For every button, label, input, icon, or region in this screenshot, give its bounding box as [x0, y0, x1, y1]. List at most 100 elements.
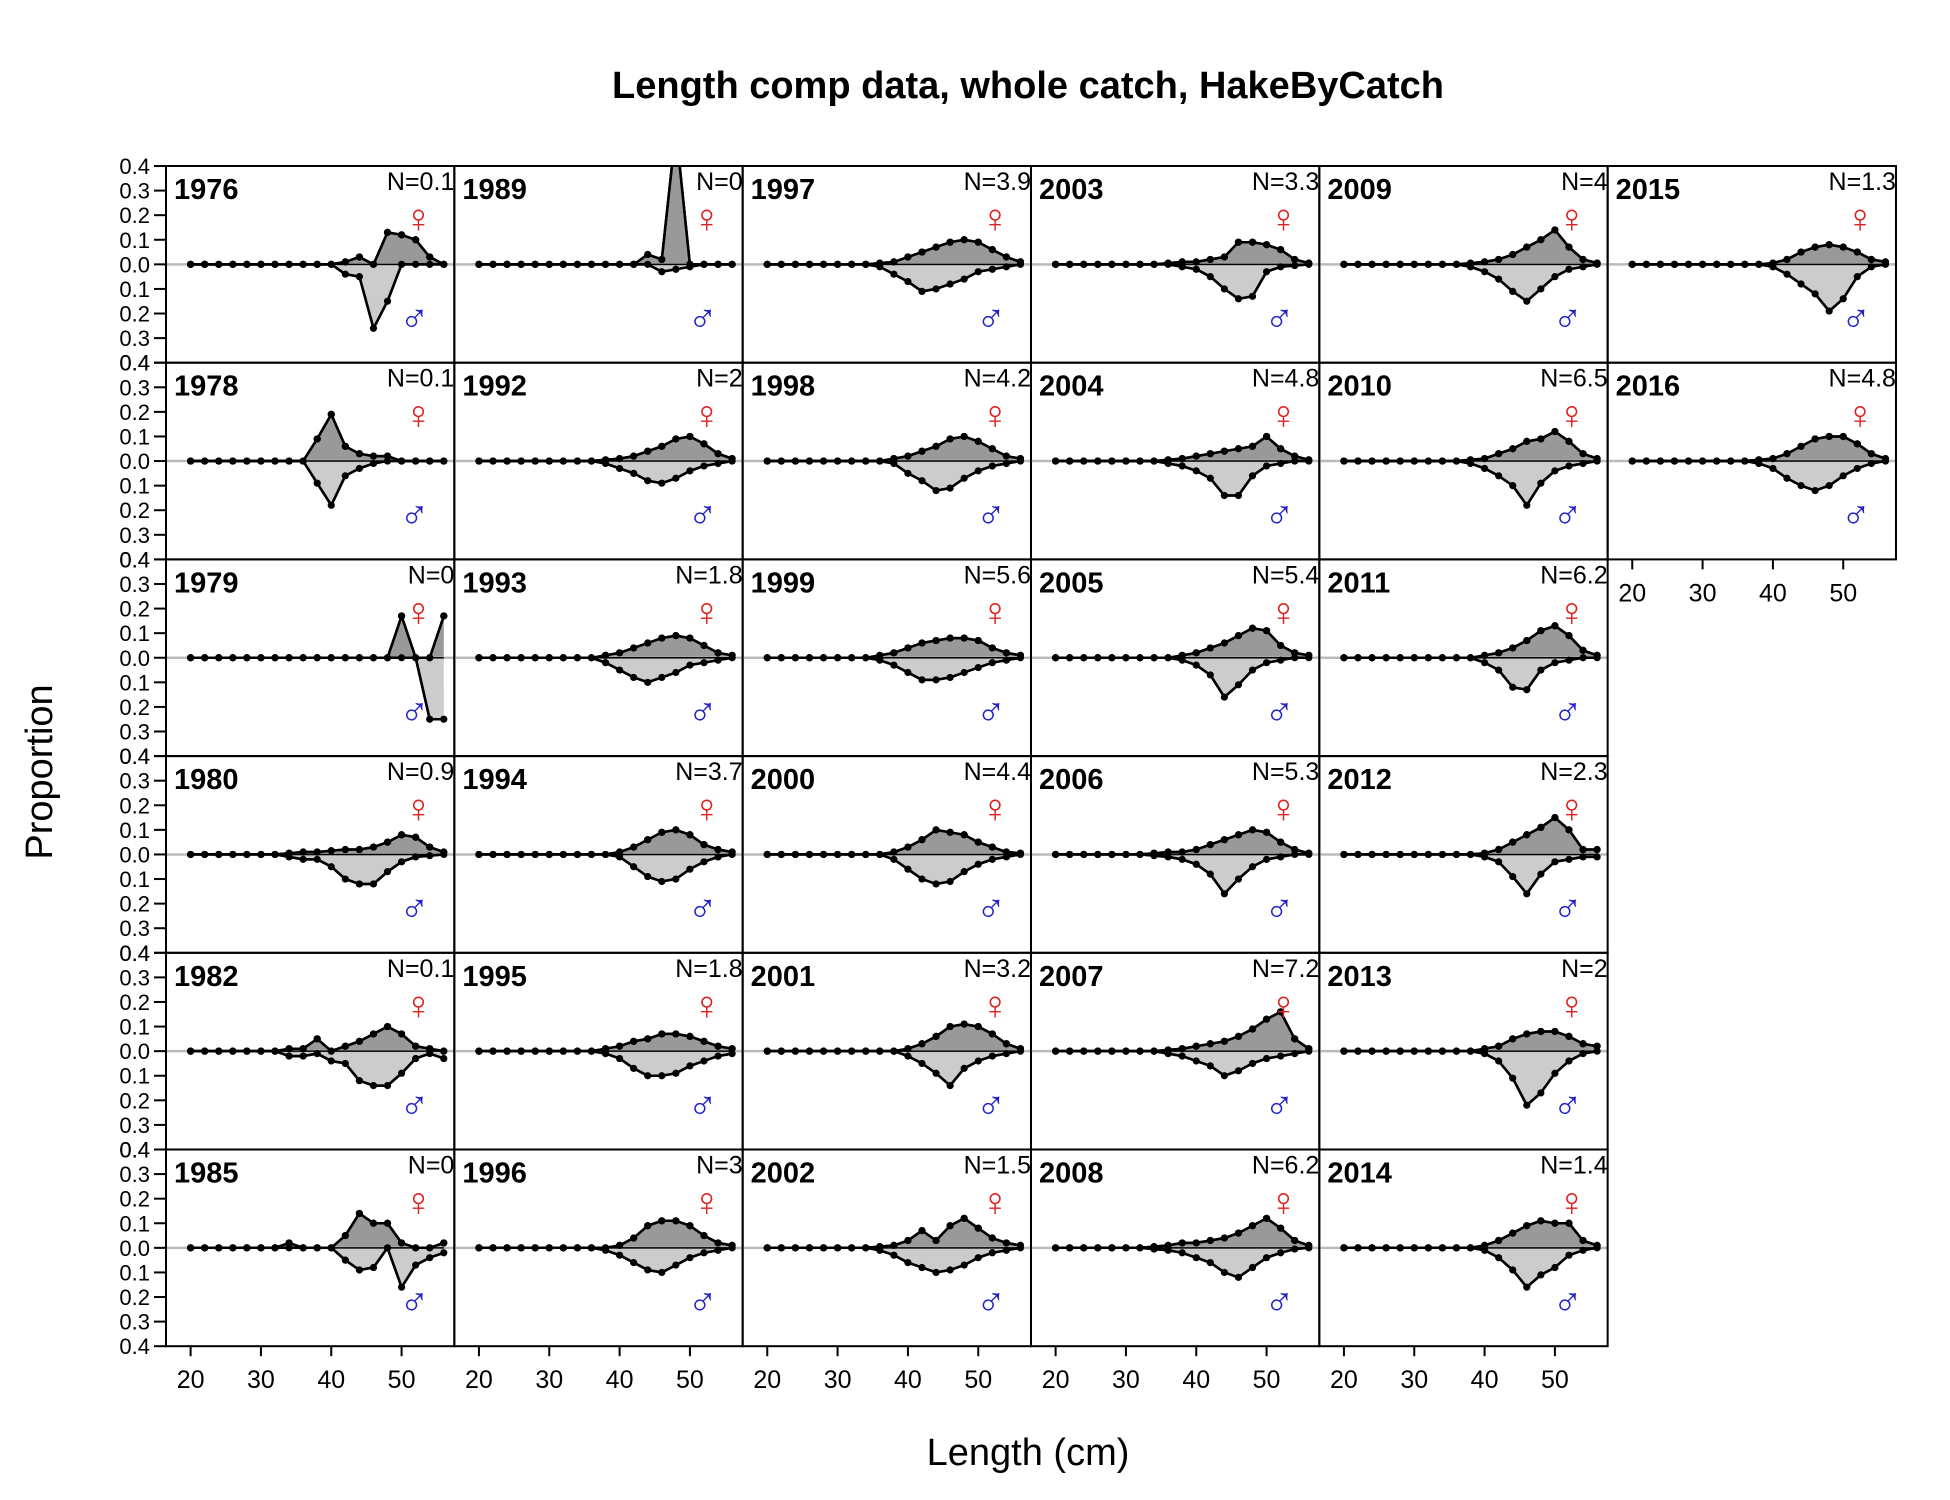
panel-2008: ♀ ♂ 2008 N=6.2 20 30 40 50: [1029, 1148, 1321, 1394]
male-area: [478, 1051, 733, 1076]
female-symbol: ♀: [1557, 590, 1587, 634]
female-point-top: [686, 634, 694, 642]
female-point-top: [805, 654, 814, 662]
female-point-top: [1052, 654, 1060, 662]
female-point-top: [630, 1234, 638, 1242]
female-point-top: [1192, 1239, 1200, 1247]
male-symbol: ♂: [399, 1084, 429, 1128]
female-point-top: [728, 1241, 736, 1249]
male-point: [1192, 661, 1200, 669]
male-area: [478, 854, 733, 882]
female-point-top: [1495, 1236, 1503, 1245]
panel-1992: ♀ ♂ 1992 N=2: [453, 361, 744, 561]
female-point-top: [890, 1241, 898, 1249]
x-tick-label: 50: [1829, 579, 1857, 607]
female-area: [767, 829, 1021, 855]
female-point-top: [341, 845, 349, 854]
female-area: [478, 1220, 733, 1248]
y-tick-label: 0.1: [119, 670, 150, 695]
x-tick-label: 30: [1400, 1366, 1428, 1394]
female-point-top: [615, 1042, 624, 1050]
female-point-top: [1164, 654, 1172, 662]
male-point: [369, 459, 378, 468]
female-point-top: [763, 457, 771, 465]
female-point-top: [714, 649, 722, 657]
female-point-top: [587, 654, 596, 662]
female-point-top: [974, 636, 982, 645]
male-point: [1277, 1052, 1285, 1060]
female-symbol: ♀: [1268, 1181, 1298, 1225]
female-point-top: [1382, 1047, 1390, 1055]
male-symbol: ♂: [399, 690, 429, 734]
male-point: [341, 1256, 349, 1264]
male-point: [1551, 273, 1559, 281]
female-point-top: [777, 260, 785, 268]
y-tick-label: 0.4: [119, 941, 150, 966]
male-point: [355, 464, 363, 473]
male-point: [369, 324, 378, 332]
male-point: [412, 260, 420, 268]
female-point-top: [1551, 1027, 1559, 1036]
female-point-top: [1066, 654, 1074, 662]
female-point-top: [918, 1040, 926, 1048]
x-tick-label: 30: [247, 1366, 275, 1394]
female-point-top: [573, 850, 581, 859]
male-point: [440, 1054, 448, 1063]
y-tick-label: 0.4: [119, 941, 150, 966]
male-point: [426, 260, 434, 268]
female-point-top: [1291, 845, 1299, 854]
female-point-top: [1480, 1241, 1489, 1249]
female-point-top: [1410, 1244, 1418, 1252]
female-symbol: ♀: [980, 787, 1010, 831]
female-point-top: [1853, 440, 1861, 448]
panel-2010: ♀ ♂ 2010 N=6.5: [1318, 361, 1609, 561]
panel-border: [1318, 1148, 1609, 1348]
female-point-top: [369, 1219, 378, 1227]
male-point: [644, 1266, 652, 1274]
male-point: [1853, 273, 1861, 281]
female-point-top: [243, 457, 251, 465]
female-point-top: [1052, 1244, 1060, 1252]
female-point-top: [601, 456, 610, 464]
y-tick-label: 0.3: [119, 769, 150, 794]
panel-n-label: N=5.4: [1252, 561, 1320, 589]
female-point-top: [327, 260, 335, 268]
panel-year-label: 1976: [174, 174, 239, 206]
male-point: [1495, 858, 1503, 866]
x-tick-label: 40: [1759, 579, 1787, 607]
female-point-top: [397, 612, 406, 620]
female-area: [1055, 1218, 1309, 1248]
y-tick-label: 0.4: [119, 351, 150, 376]
female-point-top: [1438, 260, 1446, 268]
female-point-top: [440, 848, 448, 856]
female-point-top: [833, 850, 842, 859]
female-point-top: [215, 1244, 223, 1252]
x-tick-label: 40: [606, 1366, 634, 1394]
female-point-top: [862, 457, 870, 465]
male-area: [767, 1247, 1021, 1273]
male-point: [1178, 1052, 1186, 1060]
female-point-top: [1741, 260, 1749, 268]
female-point-top: [1220, 253, 1228, 261]
male-point: [1277, 853, 1285, 861]
male-point: [1277, 1249, 1285, 1257]
male-point: [1537, 1089, 1545, 1097]
male-symbol: ♂: [399, 887, 429, 931]
panel-year-label: 2009: [1327, 174, 1392, 206]
female-point-top: [1452, 654, 1461, 662]
female-point-top: [1368, 457, 1376, 465]
male-point: [1480, 659, 1489, 667]
female-point-top: [714, 450, 722, 458]
female-point-top: [1382, 260, 1390, 268]
female-point-top: [714, 1042, 722, 1050]
female-point-top: [1262, 828, 1271, 836]
male-point: [988, 855, 996, 863]
female-point-top: [1305, 1045, 1313, 1053]
female-symbol: ♀: [980, 394, 1010, 438]
female-symbol: ♀: [403, 394, 433, 438]
male-point: [1523, 1101, 1531, 1109]
female-point-top: [876, 1047, 884, 1055]
female-point-top: [1523, 636, 1531, 645]
female-point-top: [1579, 450, 1587, 458]
female-point-top: [1122, 654, 1130, 662]
